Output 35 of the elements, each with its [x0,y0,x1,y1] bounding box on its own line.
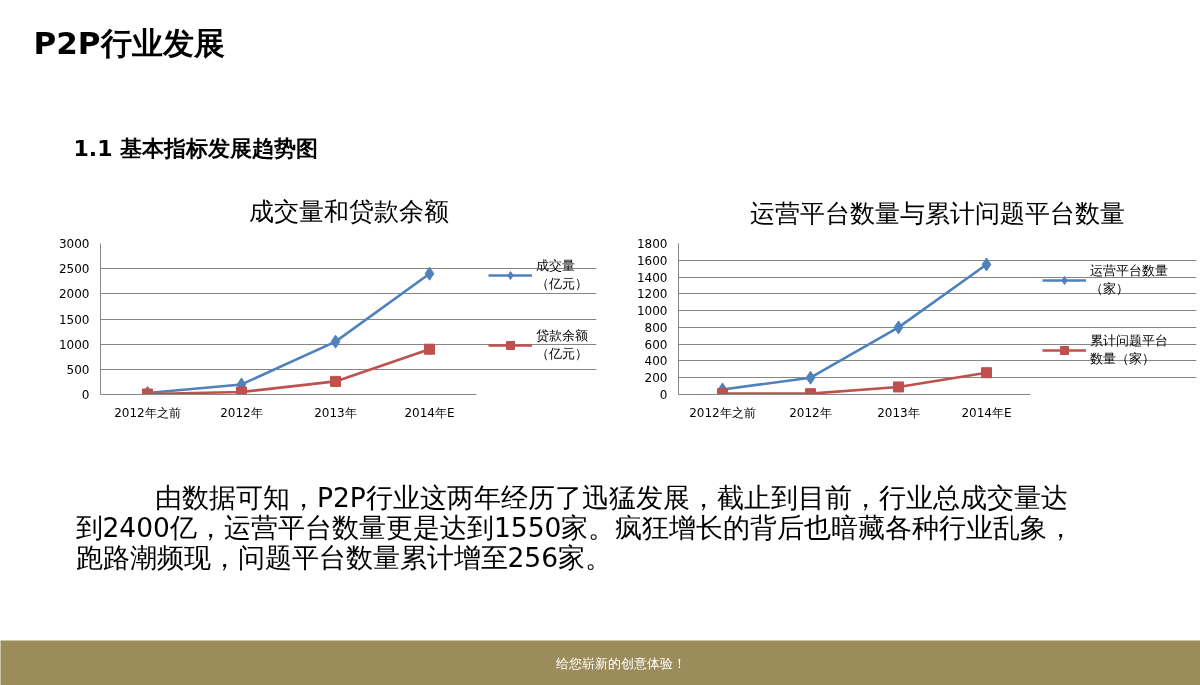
y-tick-label: 3000 [58,237,90,251]
y-tick-label: 500 [66,362,90,377]
x-tick-label: 2012年之前 [689,405,756,420]
text: 1.1 基本指标发展趋势图 [73,136,319,161]
x-tick-label: 2014年E [961,405,1012,420]
y-tick-label: 2500 [58,262,90,277]
y-tick-label: 1800 [636,237,668,251]
y-tick-label: 1400 [636,270,668,285]
x-tick-label: 2012年 [220,405,263,420]
y-tick-label: 2000 [58,287,90,302]
y-tick-label: 600 [644,337,668,352]
y-tick-label: 800 [644,320,668,335]
legend-label: 运营平台数量（家） [1090,261,1168,298]
legend-label: 累计问题平台数量（家） [1090,331,1168,368]
x-tick-label: 2012年 [789,405,832,420]
y-tick-label: 400 [644,354,668,369]
y-tick-label: 1000 [636,304,668,319]
y-tick-label: 0 [81,388,90,402]
legend-label: 贷款余额（亿元） [536,327,588,363]
y-tick-label: 0 [659,388,668,402]
x-tick-label: 2014年E [404,405,455,420]
chart-title: 成交量和贷款余额 [248,197,449,225]
y-tick-label: 1600 [636,253,668,268]
legend-label: 成交量（亿元） [536,257,588,293]
text: 给您崭新的创意体验！ [555,655,686,671]
x-tick-label: 2013年 [314,405,357,420]
text: 由数据可知，P2P行业这两年经历了迅猛发展，截止到目前，行业总成交量达到2400亿，运营平台数量更是达到1550家。疯狂增长的背后也暗藏各种行业乱象，跑路潮频现，问题平台数量累计增至256家。 [75,482,1075,573]
text: P2P行业发展 [33,24,225,61]
x-tick-label: 2013年 [877,405,920,420]
y-tick-label: 1500 [58,312,90,327]
y-tick-label: 1000 [58,337,90,352]
x-tick-label: 2012年之前 [114,405,181,420]
y-tick-label: 1200 [636,287,668,302]
y-tick-label: 200 [644,371,668,386]
chart-title: 运营平台数量与累计问题平台数量 [750,199,1125,227]
